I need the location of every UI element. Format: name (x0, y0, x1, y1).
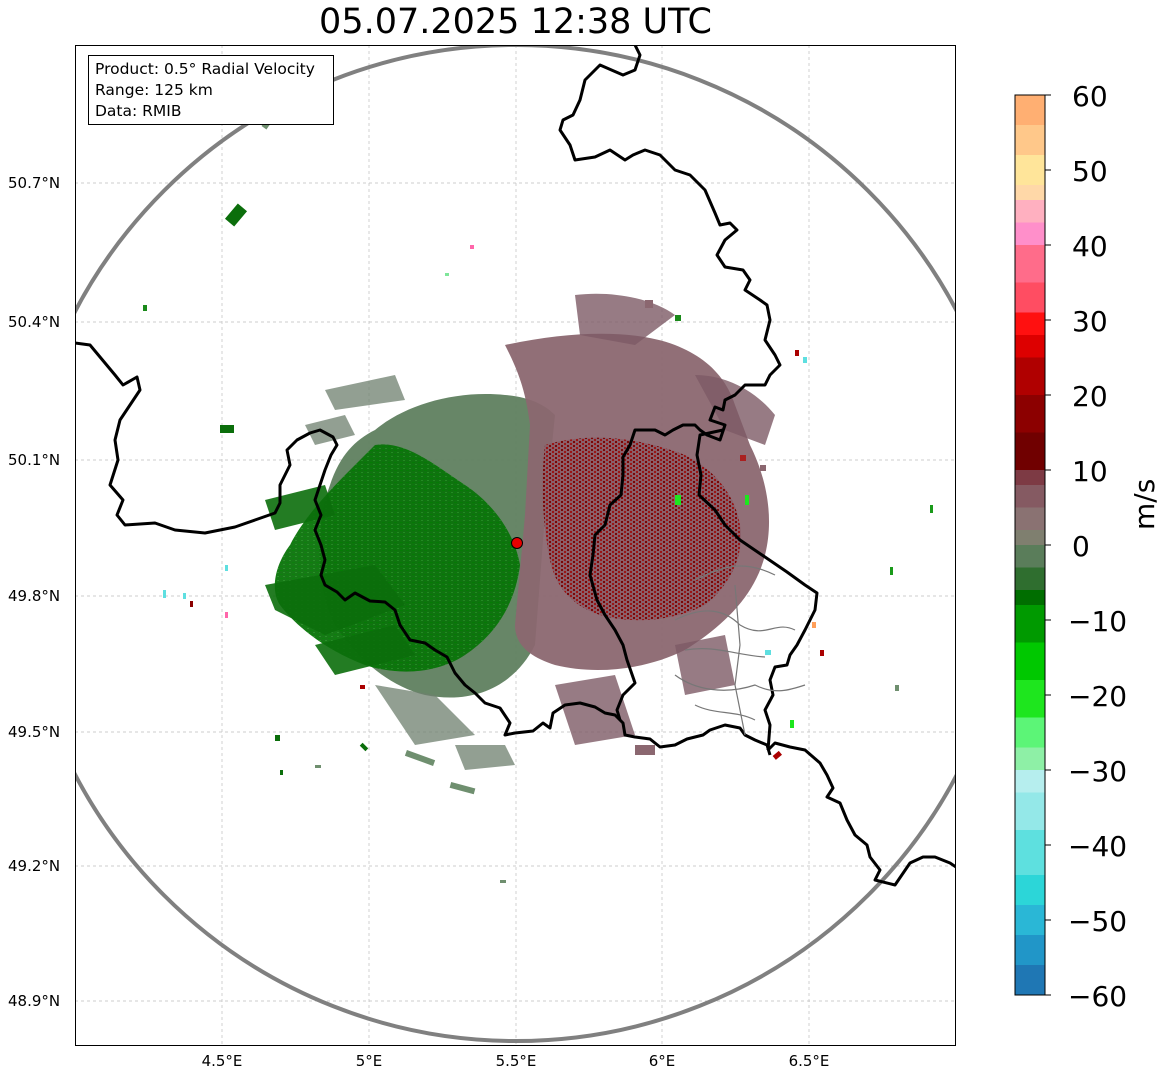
colorbar-segment (1015, 605, 1045, 643)
colorbar-segment (1015, 507, 1045, 530)
colorbar-segment (1015, 395, 1045, 433)
product-label: Product: 0.5° Radial Velocity (95, 60, 315, 78)
colorbar-segment (1015, 245, 1045, 283)
colorbar-segment (1015, 875, 1045, 905)
range-ring (75, 45, 956, 1043)
colorbar-tick-label: 20 (1072, 380, 1108, 413)
colorbar-segment (1015, 717, 1045, 748)
lon-tick-label: 4.5°E (201, 1052, 243, 1070)
velocity-echoes (143, 114, 933, 883)
scattered-echoes (143, 114, 933, 883)
admin-borders (674, 565, 806, 736)
radar-map-canvas (75, 45, 956, 1046)
colorbar-segment (1015, 200, 1045, 223)
colorbar-segment (1015, 155, 1045, 185)
colorbar-segment (1015, 530, 1045, 545)
range-label: Range: 125 km (95, 81, 213, 99)
colorbar-tick-label: 60 (1072, 80, 1108, 113)
radar-site-marker[interactable] (511, 537, 523, 549)
country-borders (75, 45, 956, 887)
colorbar-segment (1015, 935, 1045, 965)
colorbar-segment (1015, 567, 1045, 590)
colorbar-tick-label: 40 (1072, 230, 1108, 263)
colorbar-segment (1015, 747, 1045, 770)
colorbar-segment (1015, 680, 1045, 718)
colorbar-tick-label: −10 (1068, 605, 1128, 638)
colorbar-segment (1015, 485, 1045, 508)
colorbar-segment (1015, 905, 1045, 935)
colorbar-segment (1015, 95, 1045, 125)
lon-tick-label: 5°E (355, 1052, 383, 1070)
colorbar-unit-label: m/s (1128, 478, 1161, 530)
colorbar-tick-label: −20 (1068, 680, 1128, 713)
colorbar-segment (1015, 965, 1045, 995)
colorbar-segment (1015, 642, 1045, 680)
map-title: 05.07.2025 12:38 UTC (319, 2, 712, 42)
lon-tick-label: 5.5°E (495, 1052, 537, 1070)
lat-tick-label: 50.1°N (8, 451, 61, 469)
lat-tick-label: 50.7°N (8, 174, 61, 192)
colorbar-segment (1015, 470, 1045, 485)
colorbar-segment (1015, 312, 1045, 335)
colorbar-tick-label: 50 (1072, 155, 1108, 188)
colorbar-segment (1015, 545, 1045, 568)
colorbar-tick-label: −50 (1068, 905, 1128, 938)
colorbar-segment (1015, 792, 1045, 830)
colorbar-tick-label: −40 (1068, 830, 1128, 863)
echo-region-outbound-strong (542, 437, 741, 621)
colorbar-segment (1015, 125, 1045, 155)
colorbar (1014, 94, 1051, 996)
colorbar-tick-label: 30 (1072, 305, 1108, 338)
lat-tick-label: 49.8°N (8, 587, 61, 605)
colorbar-segment (1015, 830, 1045, 875)
echo-region-outbound-fringe (555, 293, 775, 745)
colorbar-tick-label: −60 (1068, 980, 1128, 1013)
lat-tick-label: 49.2°N (8, 857, 61, 875)
lat-tick-label: 50.4°N (8, 313, 61, 331)
colorbar-segment (1015, 185, 1045, 200)
data-source-label: Data: RMIB (95, 102, 182, 120)
colorbar-segment (1015, 770, 1045, 793)
colorbar-segment (1015, 432, 1045, 470)
colorbar-tick-label: 10 (1072, 455, 1108, 488)
lon-tick-label: 6°E (648, 1052, 676, 1070)
colorbar-segment (1015, 335, 1045, 358)
lat-tick-label: 49.5°N (8, 723, 61, 741)
colorbar-segment (1015, 357, 1045, 395)
echo-region-south-fringe (305, 375, 515, 770)
product-info-box: Product: 0.5° Radial Velocity Range: 125… (88, 55, 334, 125)
lat-tick-label: 48.9°N (8, 992, 61, 1010)
map-border (75, 45, 956, 1046)
colorbar-segment (1015, 590, 1045, 605)
echo-region-inbound-streaks (265, 485, 415, 675)
lon-tick-label: 6.5°E (788, 1052, 830, 1070)
colorbar-tick-label: 0 (1072, 530, 1090, 563)
colorbar-tick-label: −30 (1068, 755, 1128, 788)
colorbar-segment (1015, 282, 1045, 313)
colorbar-segment (1015, 222, 1045, 245)
radar-map[interactable] (75, 45, 956, 1046)
